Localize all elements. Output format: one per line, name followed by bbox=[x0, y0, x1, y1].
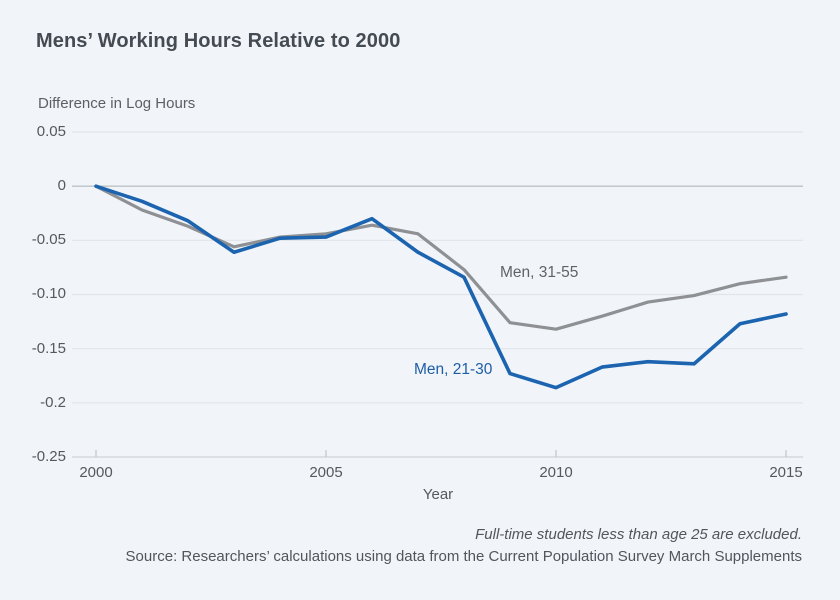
series-label-men-21-30: Men, 21-30 bbox=[414, 361, 493, 378]
y-tick-label: -0.2 bbox=[40, 393, 66, 411]
y-tick-label: -0.10 bbox=[31, 285, 66, 303]
y-tick-label: 0.05 bbox=[36, 123, 66, 140]
x-axis-title: Year bbox=[422, 486, 454, 503]
y-tick-label: -0.15 bbox=[31, 339, 66, 357]
y-tick-label: 0 bbox=[57, 177, 66, 195]
x-tick-label: 2010 bbox=[539, 463, 573, 481]
footer: Full-time students less than age 25 are … bbox=[36, 524, 802, 568]
footnote: Full-time students less than age 25 are … bbox=[475, 526, 802, 543]
series-line-men-21-30 bbox=[94, 184, 788, 390]
source-note: Source: Researchers’ calculations using … bbox=[125, 548, 802, 565]
x-tick-label: 2015 bbox=[769, 463, 803, 481]
x-tick-label: 2005 bbox=[309, 463, 343, 481]
chart-title: Mens’ Working Hours Relative to 2000 bbox=[36, 30, 401, 52]
series-line-men-31-55 bbox=[94, 184, 788, 331]
series-label-men-31-55: Men, 31-55 bbox=[500, 264, 579, 281]
x-tick-label: 2000 bbox=[79, 463, 113, 481]
y-axis-title: Difference in Log Hours bbox=[38, 95, 196, 112]
y-tick-label: -0.25 bbox=[31, 447, 66, 465]
y-tick-label: -0.05 bbox=[31, 231, 66, 249]
